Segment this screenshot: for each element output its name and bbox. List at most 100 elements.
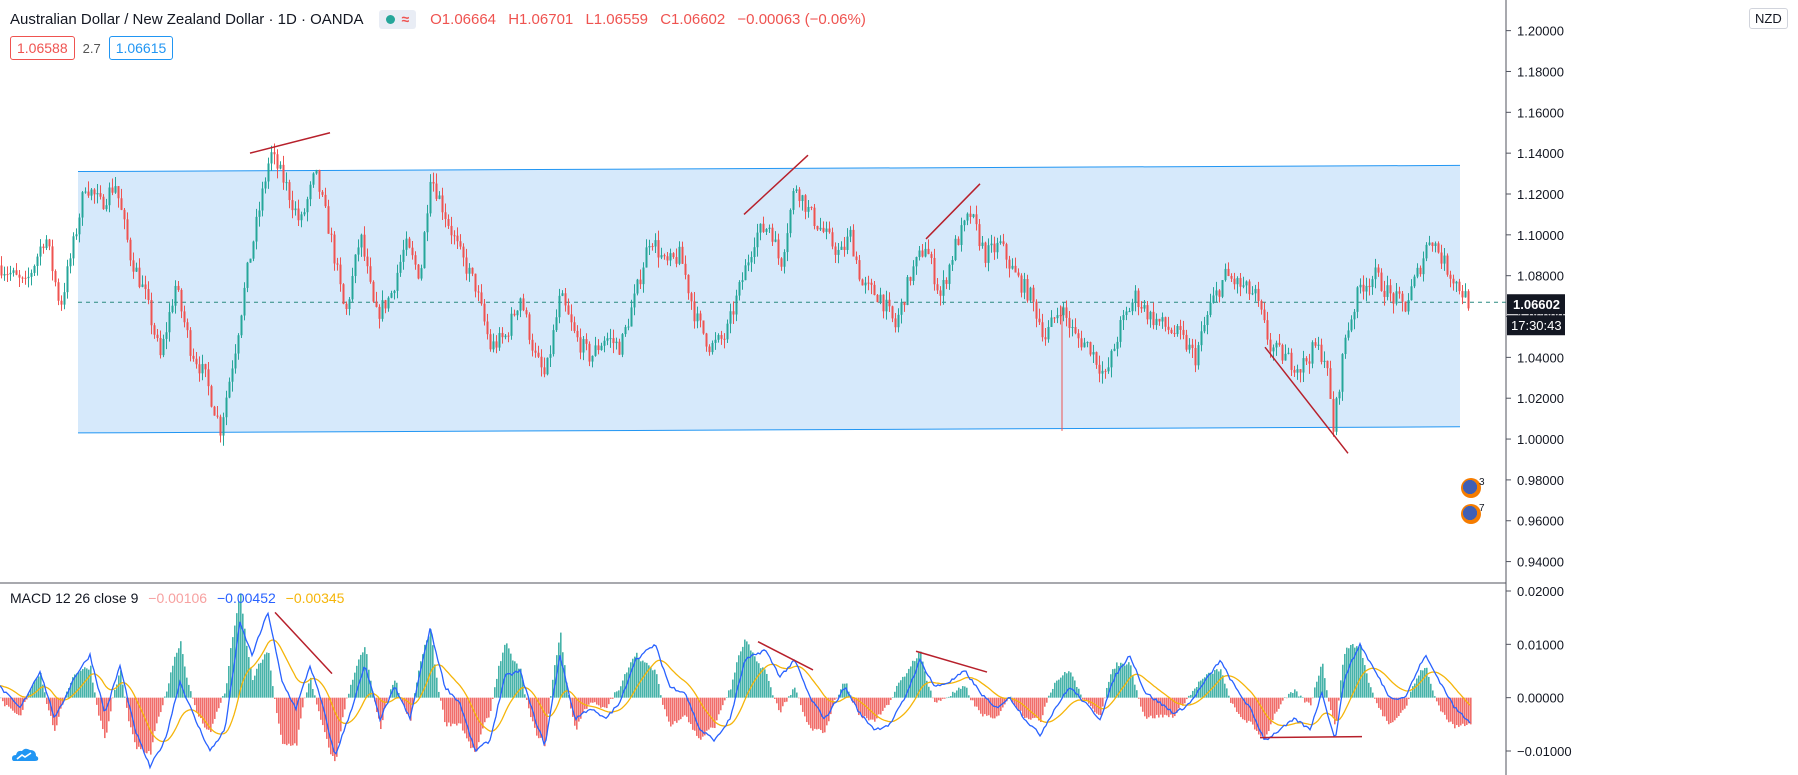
macd-histogram-bar xyxy=(298,697,300,730)
candle-body xyxy=(975,214,978,225)
candle-body xyxy=(1107,367,1110,372)
macd-histogram-bar xyxy=(726,697,728,698)
macd-histogram-bar xyxy=(1438,697,1440,706)
candle-body xyxy=(1245,281,1248,286)
macd-histogram-bar xyxy=(1228,695,1230,698)
macd-histogram-bar xyxy=(530,697,532,718)
candle-body xyxy=(87,191,90,196)
candle-body xyxy=(957,238,960,245)
buy-button[interactable]: 1.06615 xyxy=(108,36,174,60)
candle-body xyxy=(303,212,306,215)
candle-body xyxy=(30,272,33,277)
candle-body xyxy=(837,249,840,255)
macd-histogram-bar xyxy=(784,697,786,703)
macd-histogram-bar xyxy=(562,652,564,698)
macd-histogram-bar xyxy=(1338,697,1340,701)
macd-histogram-bar xyxy=(978,697,980,711)
candle-body xyxy=(72,236,75,259)
event-flag-icon[interactable] xyxy=(1461,478,1481,498)
candle-body xyxy=(1134,290,1137,303)
macd-histogram-bar xyxy=(1072,676,1074,698)
macd-histogram-bar xyxy=(124,696,126,698)
macd-histogram-bar xyxy=(622,680,624,698)
macd-histogram-bar xyxy=(608,697,610,705)
price-tick-label: 1.18000 xyxy=(1517,64,1564,79)
candle-body xyxy=(153,325,156,335)
candle-body xyxy=(879,294,882,303)
macd-histogram-bar xyxy=(1262,697,1264,736)
candle-body xyxy=(435,183,438,199)
macd-histogram-bar xyxy=(1270,697,1272,725)
macd-histogram-bar xyxy=(536,697,538,736)
candle-body xyxy=(1185,334,1188,350)
macd-histogram-bar xyxy=(446,697,448,727)
candle-body xyxy=(255,216,258,242)
macd-histogram-bar xyxy=(1344,653,1346,698)
macd-histogram-bar xyxy=(1316,681,1318,698)
event-flag-icon[interactable] xyxy=(1461,504,1481,524)
macd-histogram-bar xyxy=(1294,689,1296,698)
macd-histogram-bar xyxy=(762,667,764,698)
macd-histogram-bar xyxy=(794,687,796,698)
tradingview-logo-icon[interactable] xyxy=(10,745,40,765)
candle-body xyxy=(1188,344,1191,350)
sell-button[interactable]: 1.06588 xyxy=(10,36,75,60)
candle-body xyxy=(189,330,192,356)
macd-histogram-bar xyxy=(1312,697,1314,699)
macd-histogram-bar xyxy=(1098,697,1100,715)
macd-histogram-bar xyxy=(166,691,168,698)
candle-body xyxy=(543,367,546,375)
macd-histogram-bar xyxy=(266,652,268,698)
macd-histogram-bar xyxy=(694,697,696,731)
candle-body xyxy=(1293,369,1296,373)
macd-histogram-bar xyxy=(790,694,792,698)
candle-body xyxy=(861,279,864,286)
macd-histogram-bar xyxy=(1142,697,1144,712)
market-status[interactable]: ≈ xyxy=(379,9,417,29)
currency-button[interactable]: NZD xyxy=(1749,8,1788,29)
macd-histogram-bar xyxy=(878,697,880,715)
macd-histogram-bar xyxy=(284,697,286,745)
candle-body xyxy=(1173,332,1176,335)
macd-histogram-bar xyxy=(516,663,518,698)
candle-body xyxy=(1029,287,1032,301)
macd-histogram-bar xyxy=(42,684,44,698)
macd-histogram-bar xyxy=(330,697,332,755)
macd-histogram-bar xyxy=(128,697,130,722)
macd-histogram-bar xyxy=(890,697,892,701)
candle-body xyxy=(759,223,762,233)
candle-body xyxy=(1356,287,1359,312)
candle-body xyxy=(1050,317,1053,327)
candle-body xyxy=(1410,286,1413,301)
macd-histogram-bar xyxy=(1292,693,1294,698)
macd-histogram-bar xyxy=(356,665,358,698)
symbol-title[interactable]: Australian Dollar / New Zealand Dollar ·… xyxy=(10,10,364,28)
candle-body xyxy=(1380,272,1383,291)
candle-body xyxy=(354,254,357,277)
macd-histogram-bar xyxy=(1334,697,1336,725)
macd-histogram-bar xyxy=(482,697,484,729)
macd-histogram-bar xyxy=(732,679,734,698)
macd-histogram-bar xyxy=(74,674,76,698)
macd-histogram-bar xyxy=(134,697,136,743)
candle-body xyxy=(627,326,630,328)
candle-body xyxy=(729,311,732,324)
open-value: O1.06664 xyxy=(430,10,497,28)
candle-body xyxy=(183,311,186,323)
candle-body xyxy=(180,289,183,312)
macd-histogram-bar xyxy=(558,642,560,698)
candle-body xyxy=(108,187,111,206)
macd-histogram-bar xyxy=(1246,697,1248,723)
macd-title[interactable]: MACD 12 26 close 9 xyxy=(10,590,139,606)
candle-body xyxy=(1206,314,1209,326)
macd-histogram-bar xyxy=(678,697,680,721)
macd-histogram-bar xyxy=(1390,697,1392,724)
macd-histogram-bar xyxy=(1468,697,1470,724)
symbol-legend: Australian Dollar / New Zealand Dollar ·… xyxy=(10,9,874,29)
macd-histogram-bar xyxy=(1300,695,1302,698)
macd-histogram-bar xyxy=(1150,697,1152,716)
candle-body xyxy=(1149,311,1152,320)
candle-body xyxy=(1260,300,1263,310)
candle-body xyxy=(1413,276,1416,287)
